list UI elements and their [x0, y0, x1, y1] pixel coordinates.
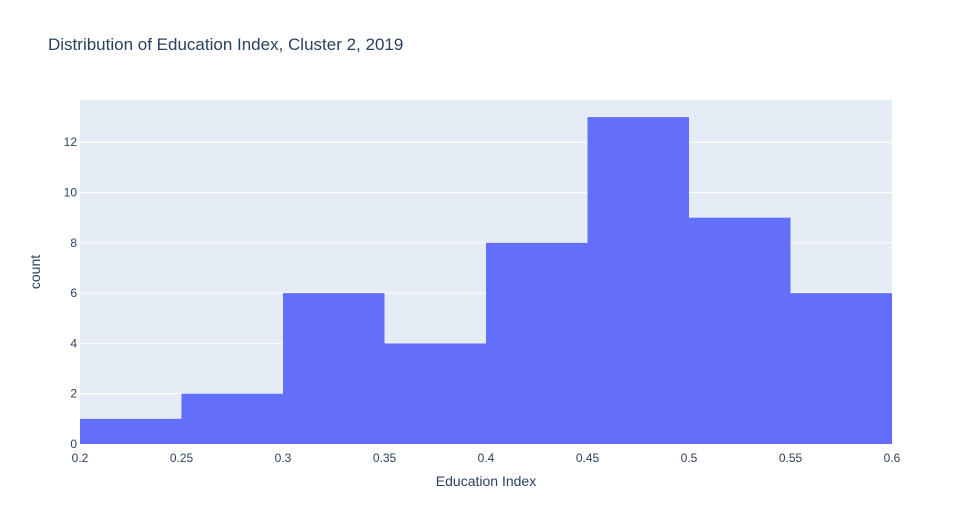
x-tick-label-6: 0.5 — [681, 451, 698, 465]
x-tick-label-7: 0.55 — [779, 451, 803, 465]
y-tick-label-4: 8 — [70, 236, 77, 250]
y-tick-label-5: 10 — [64, 186, 78, 200]
x-tick-label-8: 0.6 — [884, 451, 901, 465]
x-tick-label-0: 0.2 — [72, 451, 89, 465]
x-tick-label-2: 0.3 — [275, 451, 292, 465]
histogram-bar-3[interactable] — [384, 343, 487, 444]
y-axis-title: count — [27, 255, 43, 289]
y-tick-labels: 0 2 4 6 8 10 12 — [64, 135, 78, 451]
y-tick-label-1: 2 — [70, 387, 77, 401]
x-tick-labels: 0.2 0.25 0.3 0.35 0.4 0.45 0.5 0.55 0.6 — [72, 451, 901, 465]
y-tick-label-6: 12 — [64, 135, 78, 149]
histogram-bar-2[interactable] — [283, 293, 385, 444]
x-tick-label-1: 0.25 — [170, 451, 194, 465]
y-tick-label-3: 6 — [70, 286, 77, 300]
x-tick-label-5: 0.45 — [576, 451, 600, 465]
x-axis-title: Education Index — [436, 473, 536, 489]
chart-title: Distribution of Education Index, Cluster… — [48, 35, 403, 54]
histogram-bar-5[interactable] — [587, 117, 690, 444]
bars — [80, 117, 892, 444]
x-tick-label-3: 0.35 — [373, 451, 397, 465]
histogram-bar-6[interactable] — [689, 217, 791, 444]
histogram-bar-4[interactable] — [486, 242, 588, 444]
histogram-bar-0[interactable] — [80, 418, 182, 444]
x-tick-label-4: 0.4 — [478, 451, 495, 465]
histogram-bar-1[interactable] — [181, 393, 284, 444]
y-tick-label-0: 0 — [70, 437, 77, 451]
y-tick-label-2: 4 — [70, 336, 77, 350]
histogram-bar-7[interactable] — [790, 293, 893, 444]
